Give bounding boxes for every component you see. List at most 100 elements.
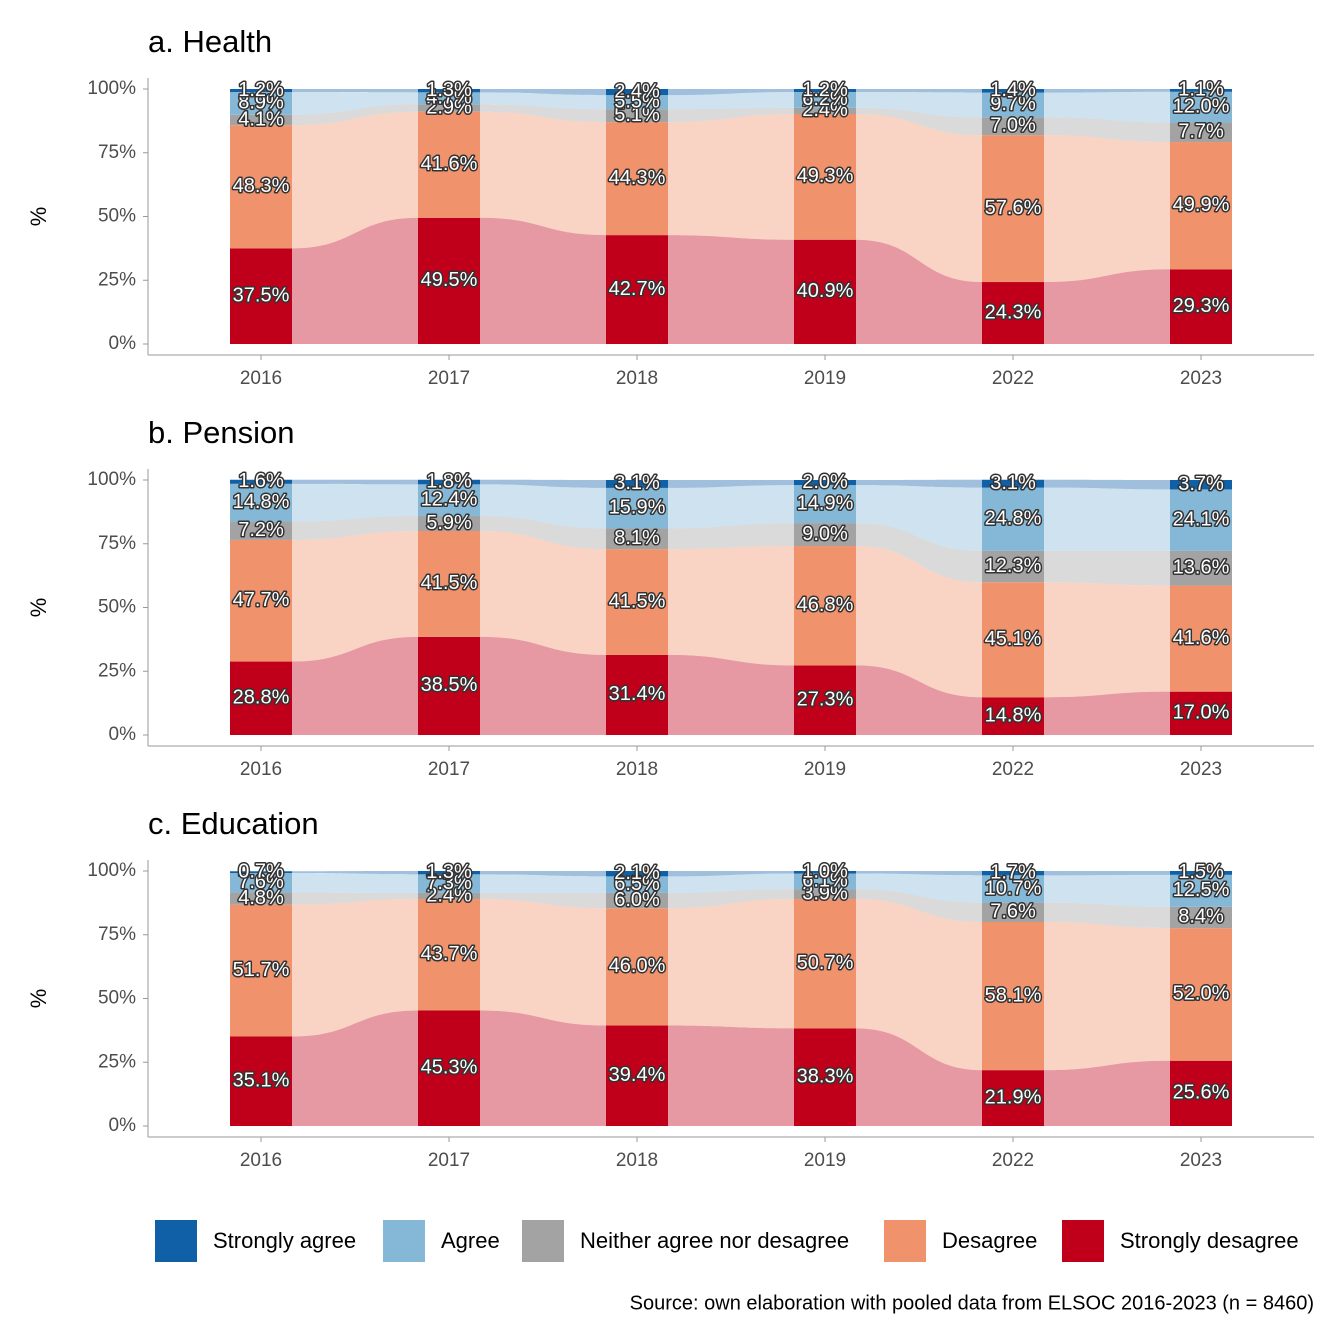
flow <box>668 92 794 110</box>
value-label: 7.3% <box>426 872 472 894</box>
bar-segment <box>230 904 292 1037</box>
bar-segment <box>230 92 292 115</box>
value-label: 51.7% <box>233 959 290 981</box>
x-tick-label: 2018 <box>616 759 658 780</box>
bar-segment <box>794 480 856 486</box>
bar-segment <box>794 107 856 114</box>
bar-segment <box>418 479 480 485</box>
y-tick-label: 100% <box>87 469 136 490</box>
bar-segment <box>1170 1060 1232 1126</box>
flow <box>480 515 606 550</box>
bar-segment <box>982 1070 1044 1126</box>
value-label: 8.1% <box>614 527 660 549</box>
flow <box>480 111 606 236</box>
legend-swatch <box>383 1220 425 1262</box>
value-label: 21.9% <box>985 1086 1042 1108</box>
value-label: 4.7% <box>426 87 472 109</box>
flow <box>856 485 982 551</box>
bar-segment <box>606 654 668 735</box>
flow <box>292 111 418 249</box>
y-tick-label: 75% <box>98 142 136 163</box>
bar-segment <box>794 873 856 890</box>
value-label: 44.3% <box>609 167 666 189</box>
flow <box>668 485 794 529</box>
y-tick-label: 0% <box>109 724 137 745</box>
bar-segment <box>606 487 668 529</box>
bar-segment <box>1170 269 1232 344</box>
bar-segment <box>230 892 292 905</box>
value-label: 49.3% <box>797 165 854 187</box>
bar-segment <box>982 89 1044 93</box>
x-tick-label: 2019 <box>804 368 846 389</box>
bar-segment <box>418 515 480 531</box>
bar-segment <box>982 479 1044 488</box>
source-note: Source: own elaboration with pooled data… <box>630 1292 1314 1314</box>
flow <box>1044 874 1170 907</box>
bar-segment <box>1170 874 1232 907</box>
flow <box>856 89 982 93</box>
panel-title: c. Education <box>148 806 319 841</box>
bar-segment <box>418 871 480 875</box>
bar-segment <box>1170 550 1232 586</box>
value-label: 12.3% <box>985 555 1042 577</box>
bar-segment <box>1170 871 1232 875</box>
legend-swatch <box>884 1220 926 1262</box>
legend-swatch <box>155 1220 197 1262</box>
flow <box>480 104 606 123</box>
bar-segment <box>606 908 668 1026</box>
value-label: 10.7% <box>985 877 1042 899</box>
flow <box>1044 550 1170 586</box>
value-label: 6.2% <box>802 88 848 110</box>
legend-swatch <box>1062 1220 1104 1262</box>
value-label: 7.7% <box>1178 121 1224 143</box>
value-label: 45.1% <box>985 628 1042 650</box>
y-tick-label: 50% <box>98 988 136 1009</box>
value-label: 7.0% <box>990 115 1036 137</box>
flow <box>856 873 982 903</box>
value-label: 7.2% <box>238 519 284 541</box>
value-label: 3.7% <box>1178 473 1224 495</box>
bar-segment <box>982 902 1044 922</box>
flow <box>1044 582 1170 698</box>
value-label: 17.0% <box>1173 702 1230 724</box>
x-tick-label: 2018 <box>616 1150 658 1171</box>
flow <box>668 523 794 550</box>
flow <box>292 1010 418 1126</box>
value-label: 1.3% <box>426 861 472 883</box>
value-label: 2.9% <box>426 96 472 118</box>
value-label: 35.1% <box>233 1070 290 1092</box>
flow <box>856 92 982 118</box>
flow <box>668 1025 794 1126</box>
value-label: 1.6% <box>238 470 284 492</box>
bar-segment <box>230 125 292 249</box>
value-label: 29.3% <box>1173 295 1230 317</box>
value-label: 41.5% <box>609 590 666 612</box>
flow <box>856 546 982 698</box>
bar-segment <box>418 484 480 516</box>
bar-segment <box>606 235 668 344</box>
value-label: 13.6% <box>1173 557 1230 579</box>
bar-segment <box>1170 480 1232 490</box>
bar-segment <box>982 282 1044 344</box>
flow <box>292 531 418 662</box>
flow <box>856 113 982 283</box>
bar-segment <box>606 122 668 236</box>
bar-segment <box>418 636 480 735</box>
flow <box>480 871 606 877</box>
bar-segment <box>982 697 1044 735</box>
bar-segment <box>982 550 1044 583</box>
bar-segment <box>982 871 1044 876</box>
legend-swatch <box>522 1220 564 1262</box>
flow <box>668 89 794 96</box>
value-label: 2.4% <box>614 80 660 102</box>
bar-segment <box>606 528 668 550</box>
legend-label: Strongly desagree <box>1120 1228 1299 1253</box>
value-label: 42.7% <box>609 278 666 300</box>
value-label: 37.5% <box>233 284 290 306</box>
value-label: 41.5% <box>421 572 478 594</box>
y-axis-label: % <box>26 598 51 618</box>
flow <box>668 871 794 877</box>
flow <box>480 531 606 655</box>
value-label: 15.9% <box>609 496 666 518</box>
